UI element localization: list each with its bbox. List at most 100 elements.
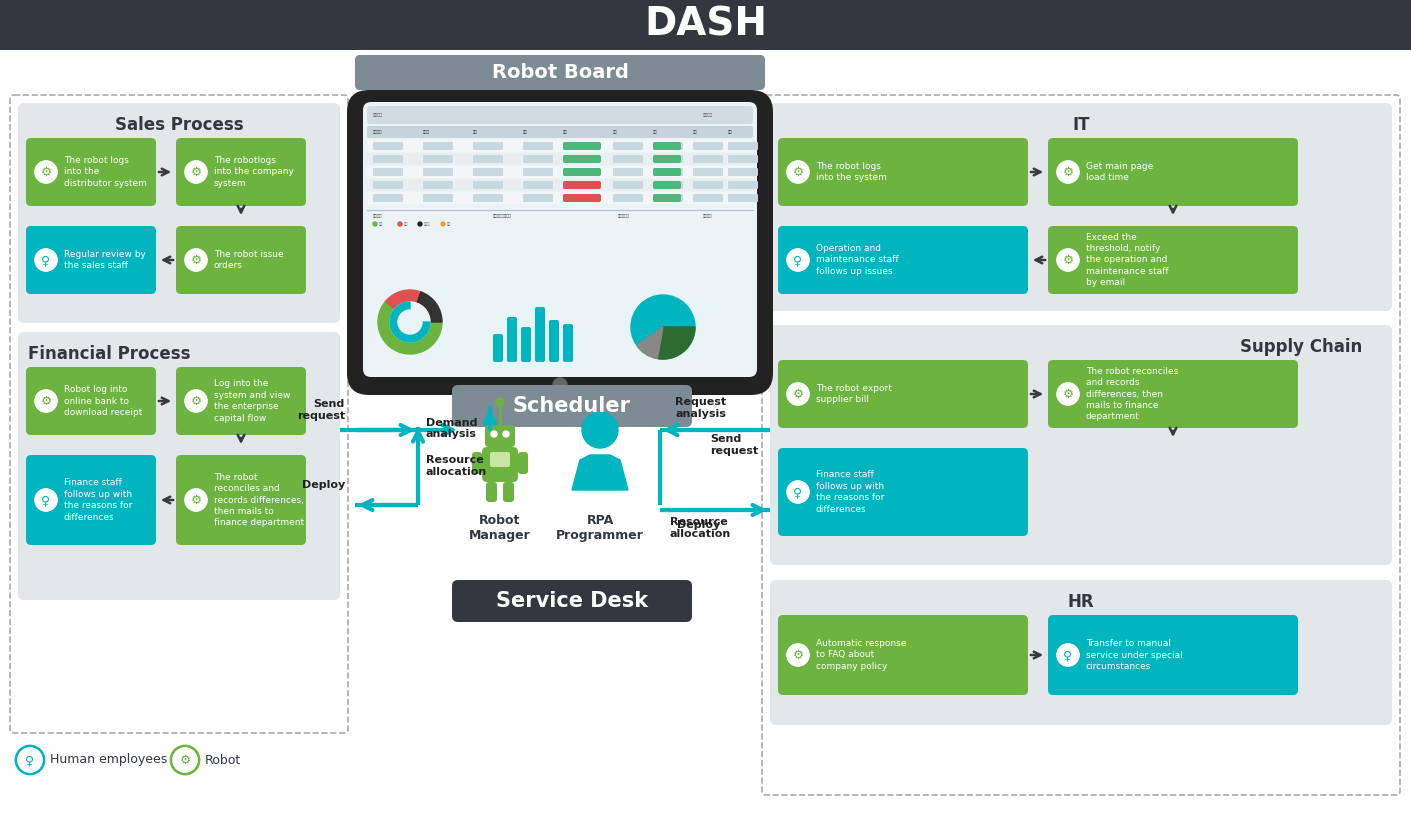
Text: 成功率统计: 成功率统计 bbox=[618, 214, 629, 218]
FancyBboxPatch shape bbox=[347, 90, 773, 395]
Text: Deploy: Deploy bbox=[677, 520, 720, 530]
Circle shape bbox=[171, 746, 199, 774]
Circle shape bbox=[787, 481, 809, 503]
Circle shape bbox=[442, 222, 444, 226]
FancyBboxPatch shape bbox=[367, 192, 753, 204]
Circle shape bbox=[1057, 644, 1079, 666]
Text: 成功: 成功 bbox=[612, 130, 618, 134]
Wedge shape bbox=[389, 302, 430, 342]
FancyBboxPatch shape bbox=[653, 168, 683, 176]
FancyBboxPatch shape bbox=[653, 168, 682, 176]
FancyBboxPatch shape bbox=[473, 142, 502, 150]
Text: Resource
allocation: Resource allocation bbox=[670, 517, 731, 539]
Text: Resource
allocation: Resource allocation bbox=[426, 455, 487, 477]
Text: 时长: 时长 bbox=[563, 130, 567, 134]
Text: 总数: 总数 bbox=[693, 130, 698, 134]
FancyBboxPatch shape bbox=[367, 126, 753, 138]
Text: 任务名称: 任务名称 bbox=[373, 130, 382, 134]
FancyBboxPatch shape bbox=[423, 155, 453, 163]
Circle shape bbox=[183, 159, 209, 185]
FancyBboxPatch shape bbox=[653, 142, 682, 150]
FancyBboxPatch shape bbox=[452, 580, 691, 622]
Text: ♀: ♀ bbox=[25, 754, 34, 767]
FancyBboxPatch shape bbox=[653, 142, 683, 150]
FancyBboxPatch shape bbox=[563, 324, 573, 362]
FancyBboxPatch shape bbox=[612, 194, 643, 202]
FancyBboxPatch shape bbox=[423, 168, 453, 176]
FancyBboxPatch shape bbox=[373, 194, 404, 202]
Text: 失败: 失败 bbox=[653, 130, 658, 134]
Text: Robot Board: Robot Board bbox=[491, 63, 628, 82]
Circle shape bbox=[631, 295, 696, 359]
FancyBboxPatch shape bbox=[25, 455, 157, 545]
Wedge shape bbox=[658, 327, 696, 359]
Text: ♀: ♀ bbox=[41, 494, 51, 507]
Text: Finance staff
follows up with
the reasons for
differences: Finance staff follows up with the reason… bbox=[63, 478, 133, 521]
Text: Transfer to manual
service under special
circumstances: Transfer to manual service under special… bbox=[1086, 639, 1182, 671]
Text: ⚙: ⚙ bbox=[793, 649, 804, 662]
FancyBboxPatch shape bbox=[373, 168, 404, 176]
FancyBboxPatch shape bbox=[518, 452, 528, 474]
FancyBboxPatch shape bbox=[653, 155, 683, 163]
Text: ⚙: ⚙ bbox=[190, 254, 202, 267]
FancyBboxPatch shape bbox=[1048, 360, 1298, 428]
FancyBboxPatch shape bbox=[367, 140, 753, 152]
Text: Get main page
load time: Get main page load time bbox=[1086, 162, 1153, 182]
Text: The robot issue
orders: The robot issue orders bbox=[214, 250, 284, 271]
FancyBboxPatch shape bbox=[612, 155, 643, 163]
Circle shape bbox=[553, 378, 567, 392]
Text: The robot export
supplier bill: The robot export supplier bill bbox=[816, 384, 892, 404]
Circle shape bbox=[35, 489, 56, 511]
Text: HR: HR bbox=[1068, 593, 1095, 611]
Text: The robot
reconciles and
records differences,
then mails to
finance department: The robot reconciles and records differe… bbox=[214, 473, 305, 527]
FancyBboxPatch shape bbox=[563, 194, 593, 202]
Polygon shape bbox=[571, 455, 628, 490]
FancyBboxPatch shape bbox=[356, 55, 765, 90]
Circle shape bbox=[497, 398, 504, 406]
FancyBboxPatch shape bbox=[373, 155, 404, 163]
FancyBboxPatch shape bbox=[770, 103, 1393, 311]
Text: Scheduler: Scheduler bbox=[514, 396, 631, 416]
FancyBboxPatch shape bbox=[473, 155, 502, 163]
Circle shape bbox=[418, 222, 422, 226]
FancyBboxPatch shape bbox=[1048, 615, 1298, 695]
FancyBboxPatch shape bbox=[452, 385, 691, 427]
FancyBboxPatch shape bbox=[373, 142, 404, 150]
Text: 趋势: 趋势 bbox=[728, 130, 732, 134]
Circle shape bbox=[174, 748, 198, 772]
FancyBboxPatch shape bbox=[523, 142, 553, 150]
Wedge shape bbox=[378, 301, 442, 354]
Circle shape bbox=[16, 746, 44, 774]
FancyBboxPatch shape bbox=[563, 155, 601, 163]
Text: ⚙: ⚙ bbox=[190, 494, 202, 507]
FancyBboxPatch shape bbox=[473, 194, 502, 202]
FancyBboxPatch shape bbox=[492, 334, 502, 362]
FancyBboxPatch shape bbox=[523, 155, 553, 163]
Circle shape bbox=[787, 249, 809, 271]
FancyBboxPatch shape bbox=[523, 168, 553, 176]
Circle shape bbox=[785, 381, 811, 407]
FancyBboxPatch shape bbox=[563, 155, 593, 163]
FancyBboxPatch shape bbox=[777, 615, 1029, 695]
Text: Service Desk: Service Desk bbox=[495, 591, 648, 611]
FancyBboxPatch shape bbox=[612, 168, 643, 176]
FancyBboxPatch shape bbox=[523, 194, 553, 202]
FancyBboxPatch shape bbox=[1048, 226, 1298, 294]
Text: Exceed the
threshold, notify
the operation and
maintenance staff
by email: Exceed the threshold, notify the operati… bbox=[1086, 233, 1168, 287]
Circle shape bbox=[491, 431, 497, 437]
Text: ⚙: ⚙ bbox=[1062, 254, 1074, 267]
FancyBboxPatch shape bbox=[25, 138, 157, 206]
FancyBboxPatch shape bbox=[728, 142, 758, 150]
FancyBboxPatch shape bbox=[507, 317, 516, 362]
Text: 进行中: 进行中 bbox=[423, 222, 430, 226]
Text: The robotlogs
into the company
system: The robotlogs into the company system bbox=[214, 156, 293, 188]
Text: 工作统计: 工作统计 bbox=[373, 214, 382, 218]
Circle shape bbox=[1055, 159, 1081, 185]
FancyBboxPatch shape bbox=[653, 181, 682, 189]
Text: Automatic response
to FAQ about
company policy: Automatic response to FAQ about company … bbox=[816, 639, 906, 671]
Circle shape bbox=[389, 302, 430, 342]
FancyBboxPatch shape bbox=[423, 142, 453, 150]
FancyBboxPatch shape bbox=[777, 226, 1029, 294]
Text: Send
request: Send request bbox=[710, 434, 758, 455]
Text: Regular review by
the sales staff: Regular review by the sales staff bbox=[63, 250, 145, 271]
